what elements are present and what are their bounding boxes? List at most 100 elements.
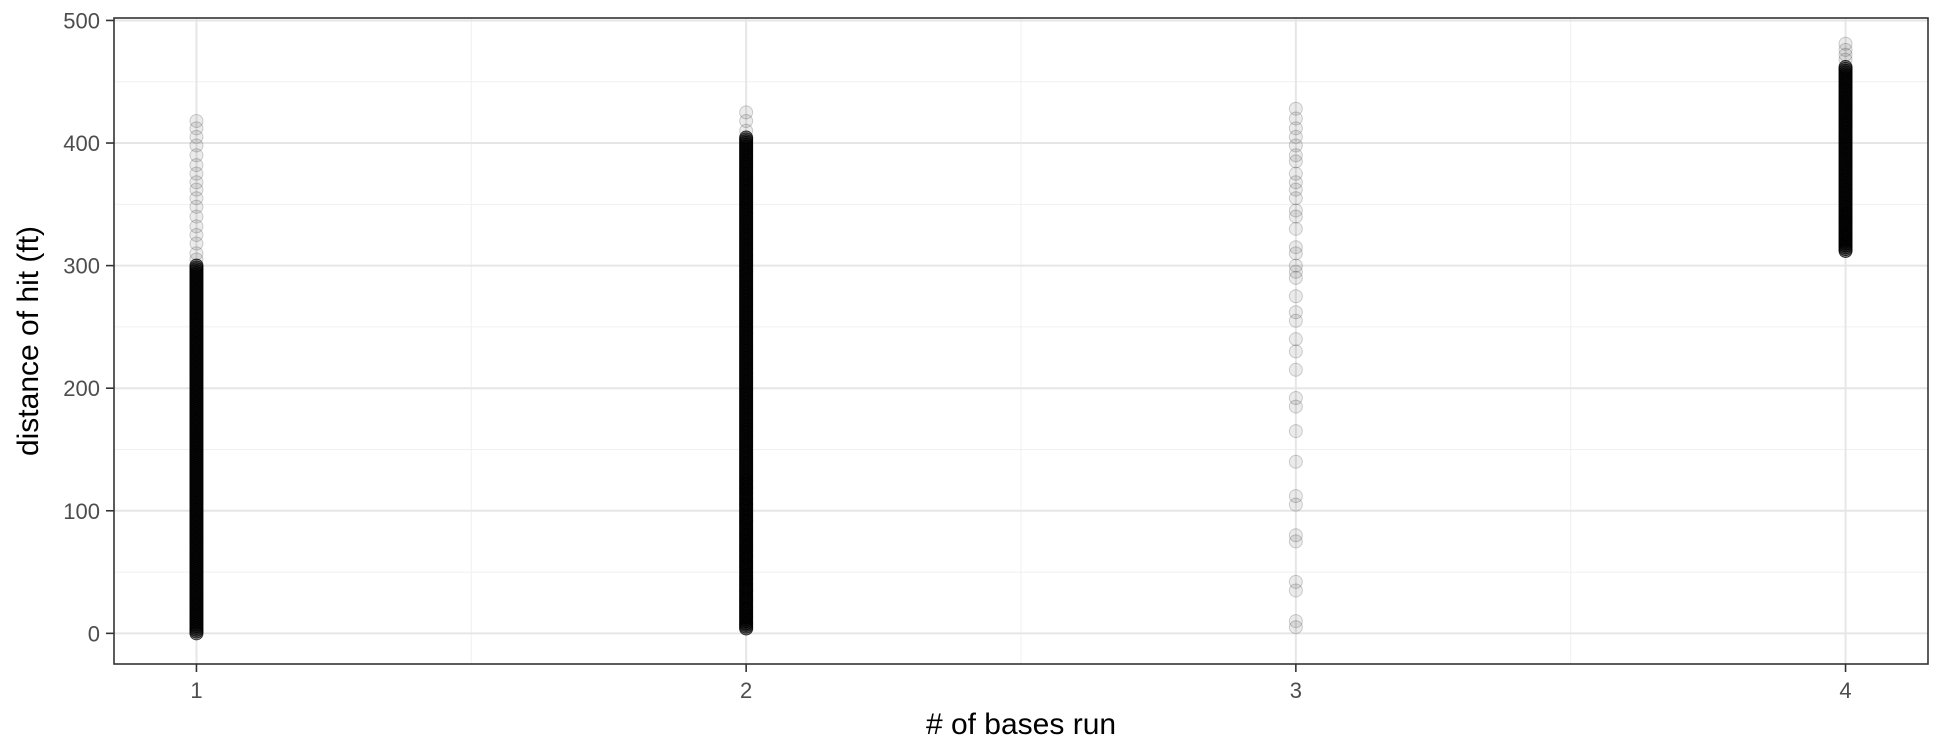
- data-point: [1288, 620, 1303, 635]
- data-point: [189, 227, 204, 242]
- data-point: [1288, 221, 1303, 236]
- data-point: [1288, 424, 1303, 439]
- data-point: [1288, 574, 1303, 589]
- y-tick-label: 500: [63, 8, 100, 33]
- data-point: [189, 258, 204, 273]
- data-point: [189, 158, 204, 173]
- data-point: [1838, 227, 1853, 242]
- data-point: [1288, 332, 1303, 347]
- data-point: [739, 105, 754, 120]
- data-point: [189, 113, 204, 128]
- data-point: [189, 182, 204, 197]
- data-point: [1288, 191, 1303, 206]
- data-point: [739, 473, 754, 488]
- data-point: [739, 601, 754, 616]
- data-point: [1838, 47, 1853, 62]
- x-axis-title: # of bases run: [926, 708, 1116, 741]
- data-point: [1838, 52, 1853, 67]
- data-point: [1288, 344, 1303, 359]
- data-point: [1288, 454, 1303, 469]
- data-point: [189, 175, 204, 190]
- data-point: [739, 609, 754, 624]
- data-point: [739, 592, 754, 607]
- data-point: [189, 219, 204, 234]
- data-point: [1288, 497, 1303, 512]
- data-point: [739, 558, 754, 573]
- data-point: [739, 113, 754, 128]
- data-point: [1288, 258, 1303, 273]
- data-point: [1288, 240, 1303, 255]
- data-point: [1288, 101, 1303, 116]
- data-point: [1838, 42, 1853, 57]
- data-point: [1838, 207, 1853, 222]
- data-point: [739, 616, 754, 631]
- y-tick-label: 400: [63, 131, 100, 156]
- data-point: [1288, 129, 1303, 144]
- data-point: [1838, 236, 1853, 251]
- data-point: [1288, 614, 1303, 629]
- data-point: [1288, 362, 1303, 377]
- x-tick-label: 4: [1839, 678, 1851, 703]
- y-axis-title: distance of hit (ft): [12, 226, 45, 456]
- y-tick-label: 0: [88, 621, 100, 646]
- y-axis: 0 100 200 300 400 500: [63, 8, 114, 646]
- data-point: [739, 540, 754, 555]
- panel-border: [113, 17, 1929, 665]
- data-point: [1288, 246, 1303, 261]
- data-point: [739, 550, 754, 565]
- data-point: [1288, 313, 1303, 328]
- y-tick-label: 100: [63, 499, 100, 524]
- data-point: [1288, 154, 1303, 169]
- data-point: [189, 209, 204, 224]
- data-point: [1288, 489, 1303, 504]
- data-point: [1288, 111, 1303, 126]
- data-point: [1288, 534, 1303, 549]
- data-point: [1288, 305, 1303, 320]
- data-point: [1288, 203, 1303, 218]
- data-point: [1288, 209, 1303, 224]
- data-point: [1288, 270, 1303, 285]
- x-tick-label: 1: [190, 678, 202, 703]
- y-tick-label: 300: [63, 254, 100, 279]
- grid-major: [114, 18, 1928, 664]
- data-point: [739, 497, 754, 512]
- data-point: [739, 123, 754, 138]
- data-point: [1838, 36, 1853, 51]
- data-point: [1288, 528, 1303, 543]
- data-point: [1838, 215, 1853, 230]
- data-point: [1288, 399, 1303, 414]
- data-point: [189, 121, 204, 136]
- data-point: [189, 199, 204, 214]
- data-point: [189, 148, 204, 163]
- data-point: [1288, 182, 1303, 197]
- data-point: [1288, 148, 1303, 163]
- grid-minor: [114, 18, 1928, 664]
- data-point: [1288, 166, 1303, 181]
- data-point: [189, 166, 204, 181]
- data-point: [1838, 60, 1853, 75]
- data-point: [189, 252, 204, 267]
- data-point: [1288, 121, 1303, 136]
- data-point: [1838, 243, 1853, 258]
- data-point: [189, 246, 204, 261]
- y-tick-label: 200: [63, 376, 100, 401]
- data-point: [739, 513, 754, 528]
- data-point: [189, 191, 204, 206]
- data-point: [1288, 264, 1303, 279]
- data-point: [189, 138, 204, 153]
- x-axis: 1 2 3 4: [190, 664, 1852, 703]
- data-point: [739, 528, 754, 543]
- data-point: [189, 129, 204, 144]
- data-points: [189, 36, 1853, 641]
- data-point: [739, 583, 754, 598]
- data-point: [1288, 138, 1303, 153]
- data-point: [189, 236, 204, 251]
- data-point: [739, 621, 754, 636]
- data-point: [739, 571, 754, 586]
- data-point: [1288, 175, 1303, 190]
- x-tick-label: 2: [740, 678, 752, 703]
- data-point: [1288, 391, 1303, 405]
- x-tick-label: 3: [1290, 678, 1302, 703]
